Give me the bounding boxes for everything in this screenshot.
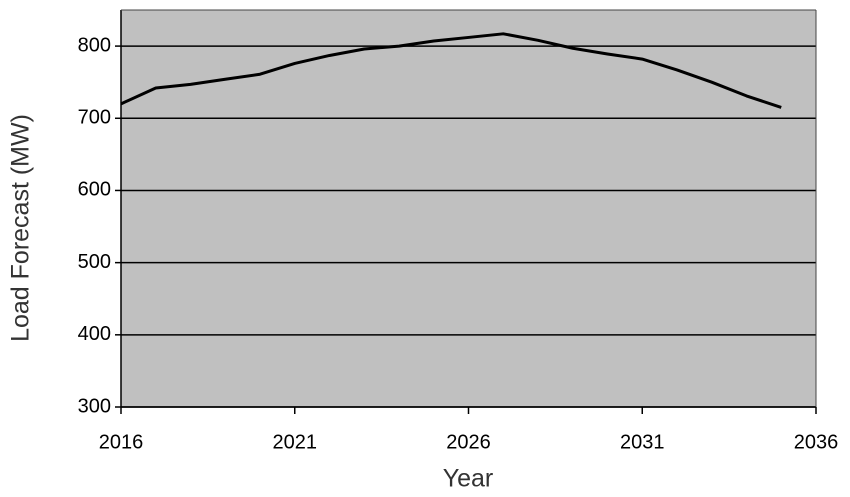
x-tick-label: 2036 (794, 431, 839, 453)
line (120, 32, 782, 109)
y-tick-label: 300 (78, 395, 111, 417)
y-tick-label: 700 (78, 107, 111, 129)
y-tick-label: 800 (78, 34, 111, 56)
plot-area (121, 10, 816, 407)
x-tick-label: 2026 (446, 431, 491, 453)
x-tick-label: 2021 (273, 431, 318, 453)
x-axis-title: Year (443, 465, 494, 493)
y-axis-title: Load Forecast (MW) (7, 114, 35, 342)
x-tick-label: 2016 (99, 431, 144, 453)
y-tick-label: 400 (78, 323, 111, 345)
y-tick-label: 600 (78, 179, 111, 201)
x-tick-label: 2031 (620, 431, 665, 453)
y-tick-label: 500 (78, 251, 111, 273)
